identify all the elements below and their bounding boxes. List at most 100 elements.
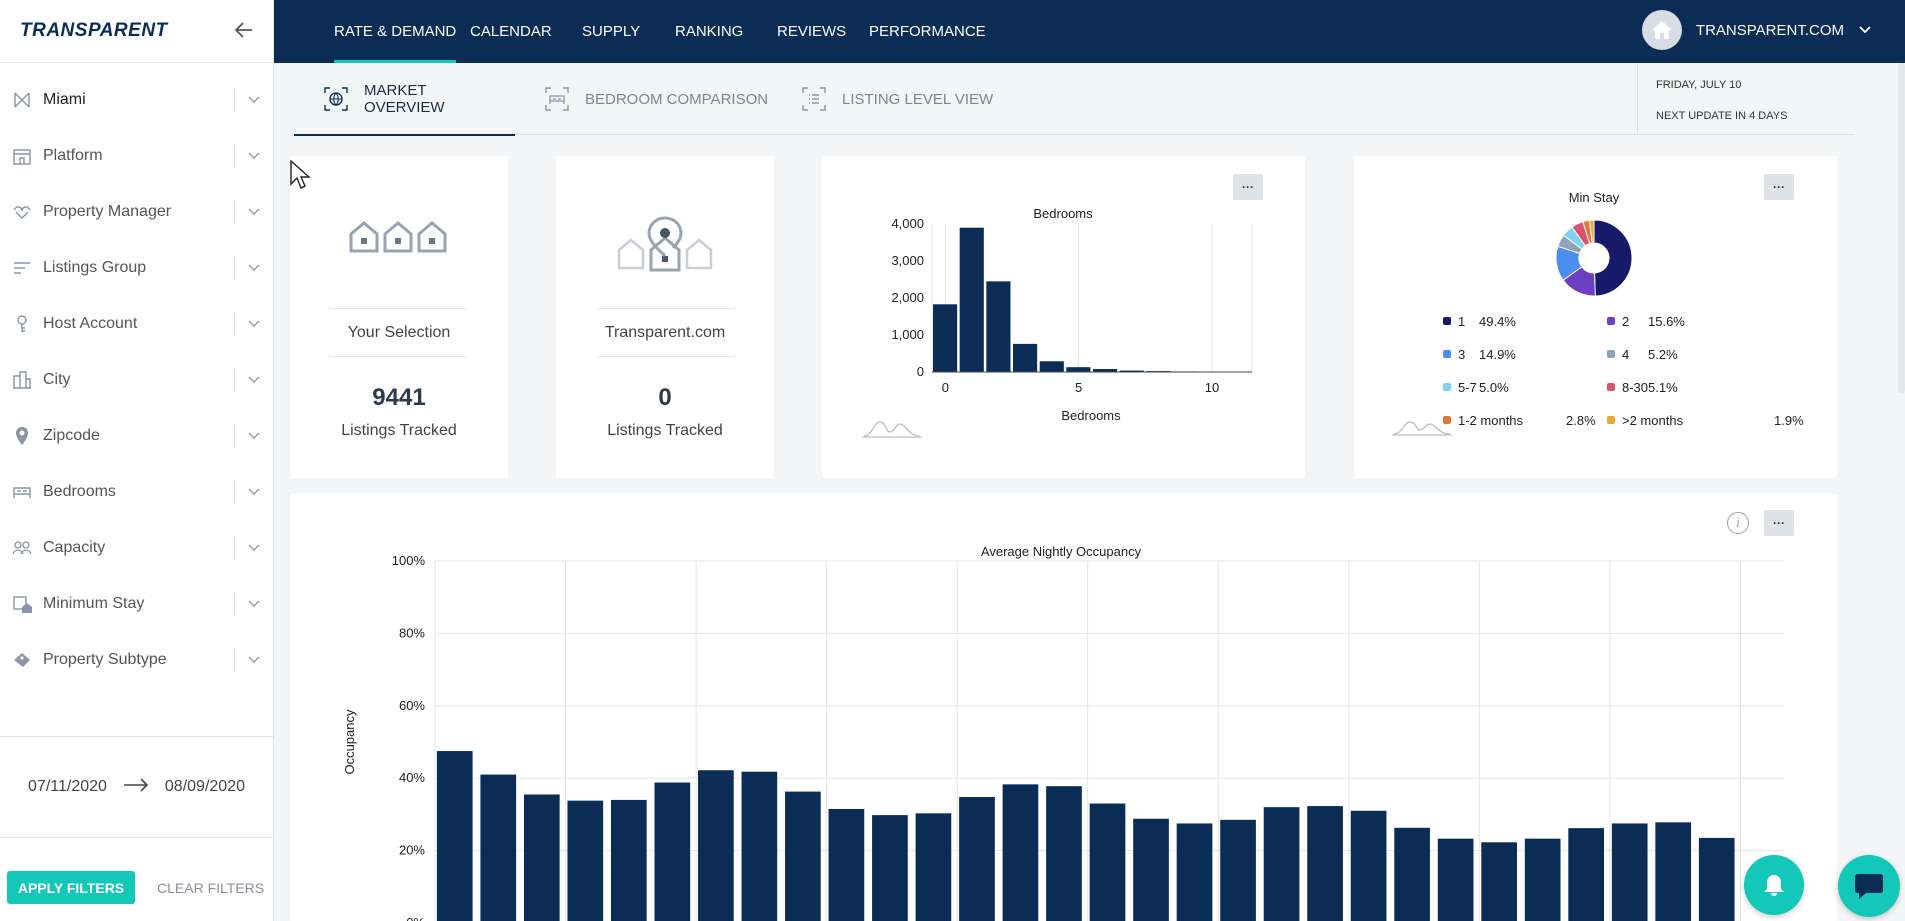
chevron-down-icon[interactable] xyxy=(247,317,261,331)
y-tick-label: 0 xyxy=(917,364,924,379)
subtab-listing-level-view[interactable]: LISTING LEVEL VIEW xyxy=(772,63,1003,135)
filter-city[interactable]: City xyxy=(0,352,273,408)
chevron-down-icon[interactable] xyxy=(247,653,261,667)
pie-slice xyxy=(1588,219,1595,244)
y-tick-label: 1,000 xyxy=(891,327,924,342)
bar xyxy=(1013,343,1038,372)
end-date[interactable]: 08/09/2020 xyxy=(164,778,245,795)
legend-value: 1.9% xyxy=(1774,413,1804,428)
bar xyxy=(698,770,734,921)
y-tick-label: 20% xyxy=(399,843,425,858)
filter-platform[interactable]: Platform xyxy=(0,128,273,184)
y-axis-label: Occupancy xyxy=(342,709,357,775)
bedrooms-chart: 0 1,000 2,000 3,000 4,000 0 5 10 Bedrooms Bedroom… xyxy=(862,206,1253,438)
legend-swatch xyxy=(1443,350,1451,358)
account-name[interactable]: TRANSPARENT.COM xyxy=(1695,21,1844,39)
chart-menu-button[interactable]: ··· xyxy=(1764,174,1794,200)
notifications-button[interactable] xyxy=(1744,855,1804,915)
collapse-sidebar-arrow-icon[interactable] xyxy=(234,18,253,44)
bar xyxy=(1002,784,1039,921)
chevron-down-icon[interactable] xyxy=(247,485,261,499)
bar xyxy=(872,815,908,921)
divider xyxy=(330,308,468,309)
chevron-down-icon[interactable] xyxy=(1858,23,1872,37)
subtab-market-overview[interactable]: MARKET OVERVIEW xyxy=(294,63,515,136)
chart-menu-button[interactable]: ··· xyxy=(1233,174,1263,200)
chevron-down-icon[interactable] xyxy=(247,149,261,163)
filter-zipcode[interactable]: Zipcode xyxy=(0,408,273,464)
apply-filters-button[interactable]: APPLY FILTERS xyxy=(7,871,135,904)
date-range-picker[interactable]: 07/11/2020 08/09/2020 xyxy=(0,736,273,838)
filter-label: Host Account xyxy=(43,315,138,332)
next-update: NEXT UPDATE IN 4 DAYS xyxy=(1656,110,1788,122)
divider xyxy=(234,537,235,559)
chevron-down-icon[interactable] xyxy=(247,597,261,611)
filter-miami[interactable]: Miami xyxy=(0,72,273,128)
chevron-down-icon[interactable] xyxy=(247,429,261,443)
filter-label: Property Subtype xyxy=(43,651,167,668)
bar xyxy=(1119,370,1144,372)
divider xyxy=(234,649,235,671)
chevron-down-icon[interactable] xyxy=(247,205,261,219)
bar xyxy=(1093,369,1118,372)
chevron-down-icon[interactable] xyxy=(247,261,261,275)
chat-button[interactable] xyxy=(1838,855,1900,917)
bar xyxy=(654,782,691,921)
bar xyxy=(828,808,865,921)
start-date[interactable]: 07/11/2020 xyxy=(28,778,107,795)
chevron-down-icon[interactable] xyxy=(247,93,261,107)
tab-ranking[interactable]: RANKING xyxy=(675,23,744,40)
filter-host-account[interactable]: Host Account xyxy=(0,296,273,352)
filter-capacity[interactable]: Capacity xyxy=(0,520,273,576)
page-scrollbar[interactable] xyxy=(1898,63,1905,393)
chevron-down-icon[interactable] xyxy=(247,373,261,387)
map-pin-icon xyxy=(12,426,32,446)
filter-bedrooms[interactable]: Bedrooms xyxy=(0,464,273,520)
tab-rate-demand[interactable]: RATE & DEMAND xyxy=(334,0,457,63)
list-icon xyxy=(802,87,826,111)
bar xyxy=(1568,828,1605,921)
filter-property-subtype[interactable]: Property Subtype xyxy=(0,632,273,688)
divider xyxy=(234,313,235,335)
tab-reviews[interactable]: REVIEWS xyxy=(777,23,847,40)
list-filter-icon xyxy=(12,258,32,278)
filter-actions: APPLY FILTERS CLEAR FILTERS xyxy=(7,871,264,904)
filter-property-manager[interactable]: Property Manager xyxy=(0,184,273,240)
x-tick-label: 0 xyxy=(942,380,949,395)
stat-label: Transparent.com xyxy=(604,324,726,341)
chart-menu-button[interactable]: ··· xyxy=(1764,510,1794,536)
y-tick-label: 100% xyxy=(392,553,426,568)
info-icon[interactable]: i xyxy=(1727,512,1749,534)
clear-filters-button[interactable]: CLEAR FILTERS xyxy=(157,879,265,896)
y-tick-label: 3,000 xyxy=(891,253,924,268)
bar xyxy=(610,799,647,921)
legend-label: 3 xyxy=(1458,347,1465,362)
legend-swatch xyxy=(1443,416,1451,424)
account-menu[interactable]: TRANSPARENT.COM xyxy=(1641,10,1872,50)
legend-swatch xyxy=(1607,350,1615,358)
legend-value: 5.1% xyxy=(1648,380,1678,395)
tab-supply[interactable]: SUPPLY xyxy=(582,23,641,40)
divider xyxy=(234,593,235,615)
avatar[interactable] xyxy=(1641,10,1682,50)
tab-calendar[interactable]: CALENDAR xyxy=(470,23,552,40)
divider xyxy=(234,369,235,391)
legend-label: 1-2 months xyxy=(1458,413,1524,428)
legend-value: 5.2% xyxy=(1648,347,1678,362)
filter-label: Zipcode xyxy=(43,427,100,444)
bar xyxy=(1046,786,1082,921)
stat-label: Your Selection xyxy=(347,324,451,341)
stat-sublabel: Listings Tracked xyxy=(607,422,723,439)
logo-bar: TRANSPARENT xyxy=(0,0,273,63)
divider xyxy=(234,481,235,503)
filter-minimum-stay[interactable]: Minimum Stay xyxy=(0,576,273,632)
legend-swatch xyxy=(1607,317,1615,325)
filter-listings-group[interactable]: Listings Group xyxy=(0,240,273,296)
chevron-down-icon[interactable] xyxy=(247,541,261,555)
people-icon xyxy=(12,538,32,558)
update-info: FRIDAY, JULY 10 NEXT UPDATE IN 4 DAYS xyxy=(1637,63,1854,135)
subtab-bedroom-comparison[interactable]: BEDROOM COMPARISON xyxy=(515,63,778,135)
filter-label: Minimum Stay xyxy=(43,595,145,612)
tab-performance[interactable]: PERFORMANCE xyxy=(869,23,986,40)
legend-value: 49.4% xyxy=(1479,314,1516,329)
